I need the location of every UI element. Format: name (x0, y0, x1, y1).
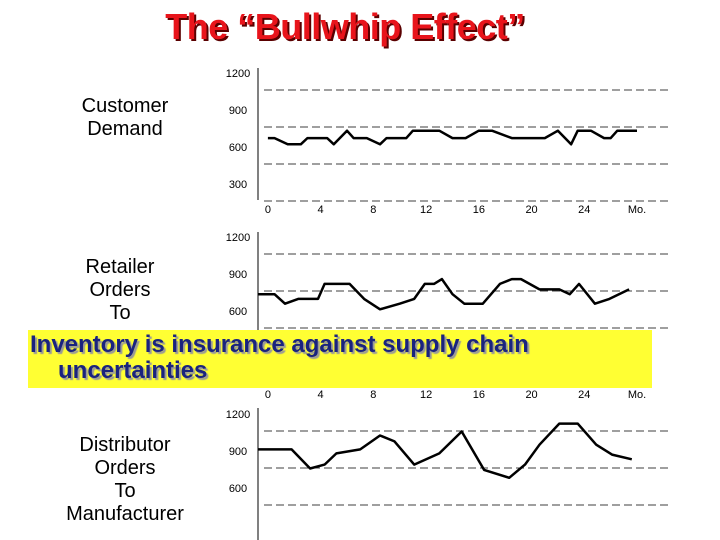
x-tick-label: 8 (370, 389, 376, 401)
y-tick-label: 1200 (226, 68, 250, 80)
y-tick-label: 900 (229, 105, 247, 117)
x-tick-label: 20 (525, 204, 537, 216)
x-tick-label: 0 (265, 204, 271, 216)
banner: Inventory is insurance against supply ch… (28, 330, 652, 388)
y-tick-label: 1200 (226, 232, 250, 244)
y-tick-label: 600 (229, 483, 247, 495)
chart-label-line: To (114, 480, 136, 502)
x-tick-label: 4 (318, 204, 324, 216)
y-tick-label: 600 (229, 306, 247, 318)
chart-label-line: Orders (94, 457, 156, 479)
x-tick-label: 24 (578, 204, 590, 216)
chart-label: Distributor Orders To Manufacturer (35, 434, 215, 526)
x-tick-label: 0 (265, 389, 271, 401)
y-tick-label: 900 (229, 446, 247, 458)
y-tick-label: 300 (229, 179, 247, 191)
x-tick-label: Mo. (628, 204, 646, 216)
x-tick-label: Mo. (628, 389, 646, 401)
chart-label-line: Retailer (85, 256, 155, 278)
x-tick-label: 8 (370, 204, 376, 216)
x-tick-label: 12 (420, 389, 432, 401)
x-tick-label: 12 (420, 204, 432, 216)
y-tick-label: 1200 (226, 409, 250, 421)
chart-label-line: Distributor (79, 434, 171, 456)
y-tick-label: 900 (229, 269, 247, 281)
chart-label: Retailer Orders To (30, 256, 210, 325)
slide-title: The “Bullwhip Effect” (165, 6, 525, 47)
x-tick-label: 4 (318, 389, 324, 401)
x-tick-label: 16 (473, 204, 485, 216)
chart-label-line: Customer (81, 95, 169, 117)
chart-label-line: Demand (87, 118, 163, 140)
y-tick-label: 600 (229, 142, 247, 154)
x-tick-label: 16 (473, 389, 485, 401)
data-line (258, 277, 630, 311)
data-line (267, 129, 637, 146)
data-line (258, 422, 633, 480)
chart-label-line: To (109, 302, 131, 324)
x-tick-label: 24 (578, 389, 590, 401)
chart-label-line: Manufacturer (66, 503, 184, 525)
chart-label-line: Orders (89, 279, 151, 301)
chart-label: Customer Demand (35, 95, 215, 141)
x-tick-label: 20 (525, 389, 537, 401)
